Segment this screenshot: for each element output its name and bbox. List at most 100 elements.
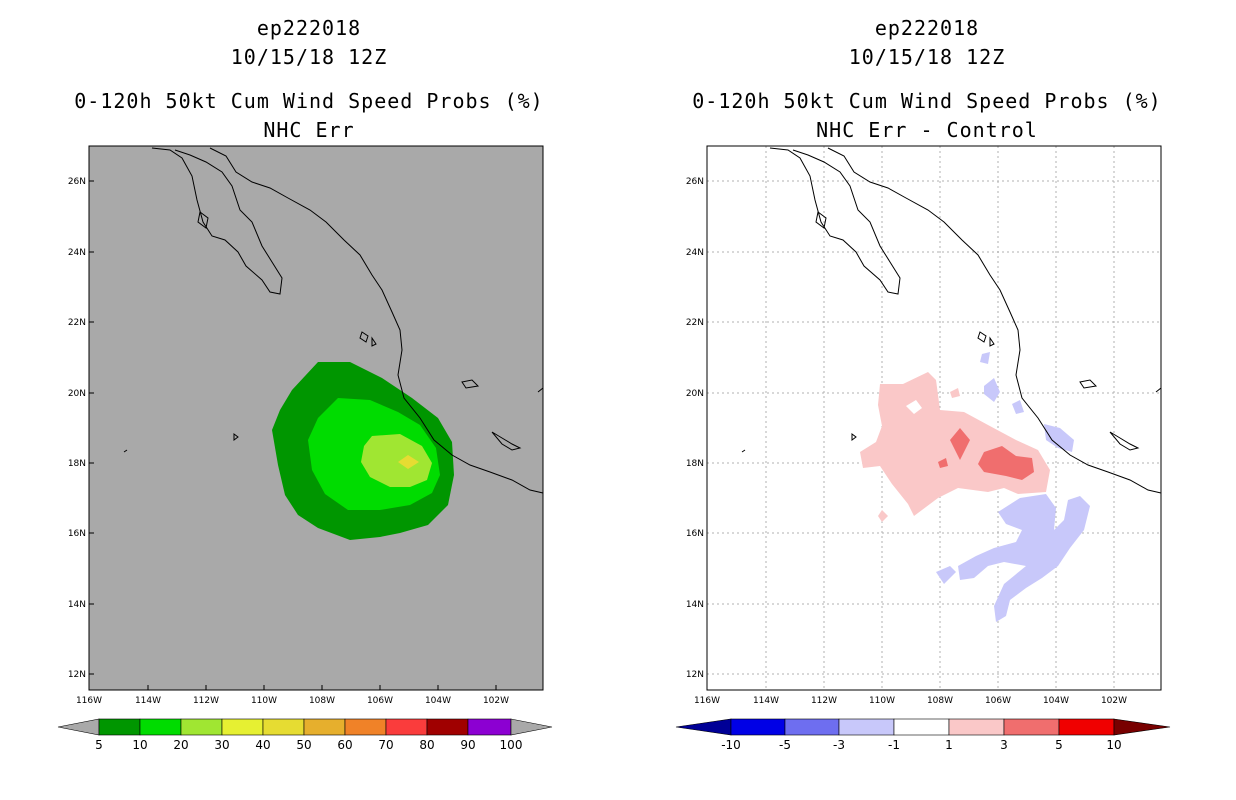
colorbar-below-arrow: [57, 718, 100, 736]
colorbar-label: 5: [1055, 738, 1063, 752]
colorbar-label: 40: [255, 738, 270, 752]
lon-label: 110W: [869, 696, 895, 706]
lat-label: 12N: [686, 670, 704, 680]
product-title: 0-120h 50kt Cum Wind Speed Probs (%): [74, 89, 544, 113]
lon-label: 116W: [76, 696, 102, 706]
colorbar-label: 100: [500, 738, 523, 752]
lon-label: 114W: [135, 696, 161, 706]
diff-contour-pos-1-dot: [950, 388, 960, 398]
colorbar-labels: -10 -5 -3 -1 1 3 5 10: [721, 738, 1121, 752]
lon-label: 110W: [251, 696, 277, 706]
colorbar-label: -10: [721, 738, 741, 752]
lat-label: 14N: [68, 600, 86, 610]
prob-contour-30: [398, 455, 419, 469]
lon-label: 112W: [193, 696, 219, 706]
left-map: 26N 24N 22N 20N 18N 16N 14N 12N 116W 114…: [57, 145, 553, 752]
colorbar-swatch: [385, 718, 428, 736]
colorbar-label: -1: [888, 738, 900, 752]
prob-contour-20: [361, 434, 432, 487]
colorbar-label: 70: [378, 738, 393, 752]
lon-label: 116W: [694, 696, 720, 706]
coastline: [123, 147, 544, 494]
lon-label: 106W: [985, 696, 1011, 706]
coastline: [741, 147, 1162, 494]
storm-id: ep222018: [874, 16, 980, 40]
lat-label: 18N: [686, 459, 704, 469]
lat-label: 16N: [68, 529, 86, 539]
lat-label: 12N: [68, 670, 86, 680]
colorbar-swatch: [180, 718, 223, 736]
lat-label: 22N: [686, 318, 704, 328]
diff-contour-pos-3b: [978, 446, 1034, 480]
lon-ticks: [88, 685, 497, 690]
colorbar-label: 30: [214, 738, 229, 752]
colorbar-swatch: [139, 718, 182, 736]
colorbar-swatch: [303, 718, 346, 736]
datetime: 10/15/18 12Z: [848, 45, 1006, 69]
lat-label: 20N: [68, 389, 86, 399]
colorbar-below-arrow: [675, 718, 732, 736]
colorbar-swatch: [1058, 718, 1115, 736]
colorbar-label: -5: [779, 738, 791, 752]
subtitle: NHC Err - Control: [816, 118, 1038, 142]
lon-label: 108W: [927, 696, 953, 706]
lon-labels: 116W 114W 112W 110W 108W 106W 104W 102W: [694, 696, 1127, 706]
lon-labels: 116W 114W 112W 110W 108W 106W 104W 102W: [76, 696, 509, 706]
colorbar-labels: 5 10 20 30 40 50 60 70 80 90 100: [95, 738, 522, 752]
lon-label: 106W: [367, 696, 393, 706]
colorbar-swatch: [838, 718, 895, 736]
right-map: 26N 24N 22N 20N 18N 16N 14N 12N 116W 114…: [675, 145, 1171, 752]
lat-label: 24N: [68, 248, 86, 258]
diff-contour-neg-1f: [936, 566, 956, 584]
lon-label: 104W: [425, 696, 451, 706]
diff-contour-pos-1-small: [878, 510, 888, 522]
lat-label: 14N: [686, 600, 704, 610]
colorbar-swatch: [893, 718, 950, 736]
colorbar-label: 5: [95, 738, 103, 752]
colorbar-label: 80: [419, 738, 434, 752]
datetime: 10/15/18 12Z: [230, 45, 388, 69]
colorbar-label: 90: [460, 738, 475, 752]
diff-contour-pos-3: [950, 428, 970, 460]
colorbar-swatch: [784, 718, 840, 736]
colorbar-swatch: [948, 718, 1005, 736]
map-frame: [88, 145, 544, 691]
diff-contour-neg-1a: [980, 352, 990, 364]
lat-label: 26N: [68, 177, 86, 187]
colorbar-swatch: [730, 718, 786, 736]
lat-label: 18N: [68, 459, 86, 469]
colorbar-swatch: [467, 718, 512, 736]
colorbar-label: 10: [1106, 738, 1121, 752]
colorbar-swatch: [98, 718, 141, 736]
diff-contour-neg-1b: [984, 378, 1000, 402]
colorbar-label: 10: [132, 738, 147, 752]
left-panel: ep222018 10/15/18 12Z 0-120h 50kt Cum Wi…: [57, 16, 553, 752]
lat-label: 22N: [68, 318, 86, 328]
lat-label: 16N: [686, 529, 704, 539]
lat-label: 26N: [686, 177, 704, 187]
colorbar-above-arrow: [1113, 718, 1171, 736]
lat-labels: 26N 24N 22N 20N 18N 16N 14N 12N: [68, 177, 86, 680]
product-title: 0-120h 50kt Cum Wind Speed Probs (%): [692, 89, 1162, 113]
lon-label: 114W: [753, 696, 779, 706]
lon-label: 108W: [309, 696, 335, 706]
subtitle: NHC Err: [263, 118, 355, 142]
storm-id: ep222018: [256, 16, 362, 40]
colorbar-label: 1: [945, 738, 953, 752]
map-frame: [706, 145, 1162, 691]
colorbar-label: 60: [337, 738, 352, 752]
colorbar-label: 20: [173, 738, 188, 752]
colorbar-swatch: [344, 718, 387, 736]
diff-contour-neg-1d: [1044, 424, 1074, 452]
lat-ticks: [89, 180, 94, 675]
diff-contour-neg-1c: [1012, 400, 1024, 414]
lat-label: 24N: [686, 248, 704, 258]
lon-label: 102W: [483, 696, 509, 706]
colorbar-label: 50: [296, 738, 311, 752]
colorbar-swatch: [221, 718, 264, 736]
lat-label: 20N: [686, 389, 704, 399]
colorbar-swatch: [426, 718, 469, 736]
lon-label: 104W: [1043, 696, 1069, 706]
lat-labels: 26N 24N 22N 20N 18N 16N 14N 12N: [686, 177, 704, 680]
lon-label: 102W: [1101, 696, 1127, 706]
